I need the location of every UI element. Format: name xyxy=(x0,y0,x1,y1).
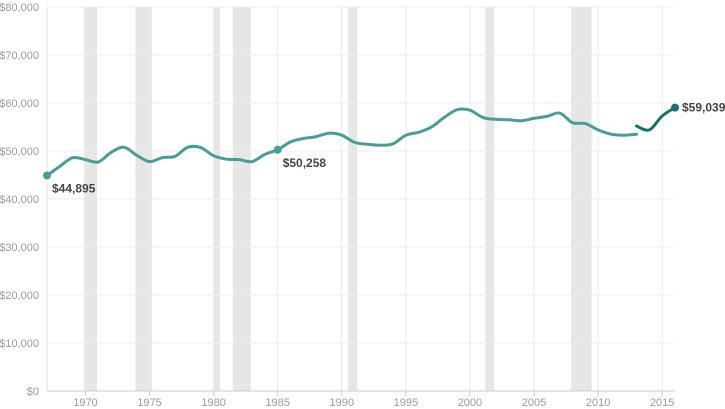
x-tick-label: 1970 xyxy=(73,397,97,409)
y-tick-label: $0 xyxy=(27,386,39,398)
x-tick-label: 1980 xyxy=(201,397,225,409)
axes: $0 $10,000 $20,000 $30,000 $40,000 $50,000 $60… xyxy=(0,2,675,409)
y-tick-label: $20,000 xyxy=(0,290,39,302)
x-tick-label: 2000 xyxy=(458,397,482,409)
y-tick-label: $80,000 xyxy=(0,2,39,14)
y-tick-label: $30,000 xyxy=(0,242,39,254)
data-point-label: $50,258 xyxy=(283,156,327,170)
data-point-marker xyxy=(671,103,679,112)
x-tick-label: 1985 xyxy=(265,397,289,409)
gridlines xyxy=(47,6,675,392)
x-tick-label: 2005 xyxy=(522,397,546,409)
x-tick-label: 1975 xyxy=(137,397,161,409)
data-point-label: $44,895 xyxy=(52,182,96,196)
data-point-marker xyxy=(43,171,51,180)
x-tick-label: 2010 xyxy=(586,397,610,409)
x-tick-label: 1995 xyxy=(394,397,418,409)
series-lines xyxy=(45,106,677,177)
y-tick-label: $60,000 xyxy=(0,98,39,110)
y-tick-label: $70,000 xyxy=(0,50,39,62)
y-tick-label: $10,000 xyxy=(0,338,39,350)
x-tick-label: 1990 xyxy=(330,397,354,409)
annotations: $44,895 $50,258 $59,039 xyxy=(43,101,725,196)
series-line-1 xyxy=(45,107,639,177)
x-tick-label: 2015 xyxy=(650,397,674,409)
y-tick-label: $50,000 xyxy=(0,146,39,158)
data-point-marker xyxy=(273,145,282,154)
series-line-2 xyxy=(635,106,677,132)
y-tick-label: $40,000 xyxy=(0,194,39,206)
data-point-label: $59,039 xyxy=(682,101,725,115)
